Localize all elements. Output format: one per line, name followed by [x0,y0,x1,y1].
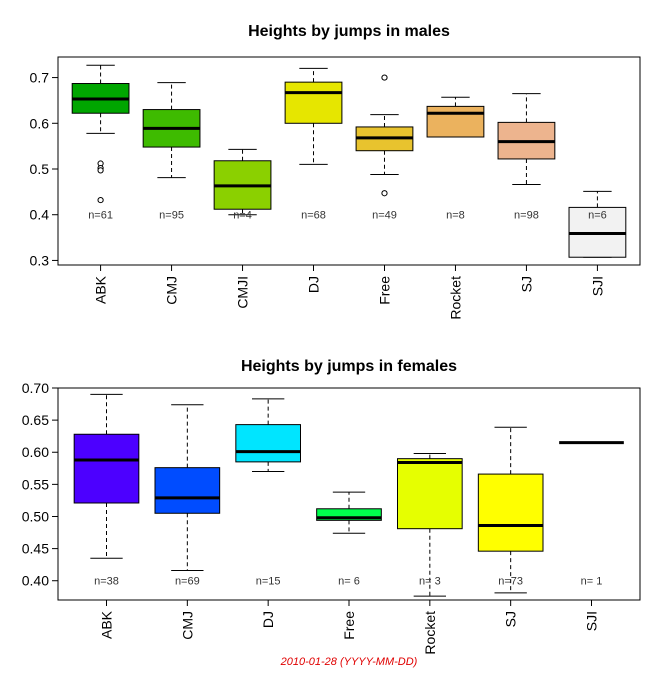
outlier-point [97,196,104,204]
y-tick-label: 0.65 [22,412,49,428]
box-dj: n=15 [235,398,301,588]
count-label: n=61 [88,210,113,222]
box-sji: n=6 [568,190,627,258]
x-tick-label: DJ [306,276,322,293]
y-tick-label: 0.40 [22,573,49,589]
males-boxplot-panel: Heights by jumps in males 0.3 0.4 0.5 0.6 0.… [30,23,641,320]
box-body [235,424,301,463]
x-tick-label: SJI [589,276,605,296]
x-tick-label: Rocket [447,276,463,320]
count-label: n=4 [233,210,252,222]
box-rocket: n= 3 [397,453,463,597]
count-label: n=6 [588,210,607,222]
box-rocket: n=8 [426,96,485,222]
count-label: n= 1 [581,576,603,588]
x-tick-label: CMJ [179,611,195,640]
x-tick-label: ABK [93,275,109,304]
x-tick-label: DJ [260,611,276,628]
chart-title: Heights by jumps in females [241,358,457,375]
box-body [316,508,382,521]
count-label: n=15 [256,576,281,588]
count-label: n=95 [159,210,184,222]
x-tick-label: Free [341,611,357,640]
y-tick-label: 0.3 [30,252,50,268]
chart-title: Heights by jumps in males [248,23,450,40]
box-sj: n=98 [497,93,556,222]
box-free: n=49 [355,74,414,222]
x-tick-label: SJI [584,611,600,631]
y-tick-label: 0.45 [22,541,49,557]
count-label: n= 3 [419,576,441,588]
box-body [426,105,485,138]
x-tick-label: Free [376,276,392,305]
x-tick-label: SJ [503,611,519,627]
x-tick-label: ABK [99,610,115,639]
date-footnote: 2010-01-28 (YYYY-MM-DD) [280,656,418,668]
count-label: n=68 [301,210,326,222]
count-label: n=69 [175,576,200,588]
y-tick-label: 0.5 [30,161,50,177]
count-label: n=73 [498,576,523,588]
plot-frame [57,56,641,266]
box-body [73,433,140,504]
y-tick-label: 0.50 [22,508,49,524]
box-dj: n=68 [284,67,343,222]
box-body [284,81,343,124]
count-label: n=49 [372,210,397,222]
box-cmj: n=95 [142,82,201,222]
box-cmj: n=69 [154,404,221,588]
y-tick-label: 0.55 [22,476,49,492]
y-tick-label: 0.4 [30,207,50,223]
box-abk: n=61 [71,64,130,222]
outlier-point [381,74,388,81]
outlier-point [381,190,388,197]
y-tick-label: 0.70 [22,380,49,396]
x-tick-label: CMJ [164,276,180,305]
count-label: n=38 [94,576,119,588]
count-label: n=8 [446,210,465,222]
box-free: n= 6 [316,491,382,588]
box-body [477,473,544,552]
box-body [154,467,221,514]
count-label: n= 6 [338,576,360,588]
y-tick-label: 0.6 [30,115,50,131]
outlier-point [97,167,104,174]
x-tick-label: Rocket [422,611,438,655]
box-cmji: n=4 [213,148,272,222]
box-body [397,458,463,530]
x-tick-label: CMJI [235,276,251,309]
y-tick-label: 0.7 [30,70,50,86]
y-tick-label: 0.60 [22,444,49,460]
count-label: n=98 [514,210,539,222]
x-tick-label: SJ [518,276,534,292]
females-boxplot-panel: Heights by jumps in females 0.40 0.45 0.50… [22,358,641,655]
box-abk: n=38 [73,393,140,588]
box-sj: n=73 [477,426,544,594]
box-sji: n= 1 [559,441,624,588]
